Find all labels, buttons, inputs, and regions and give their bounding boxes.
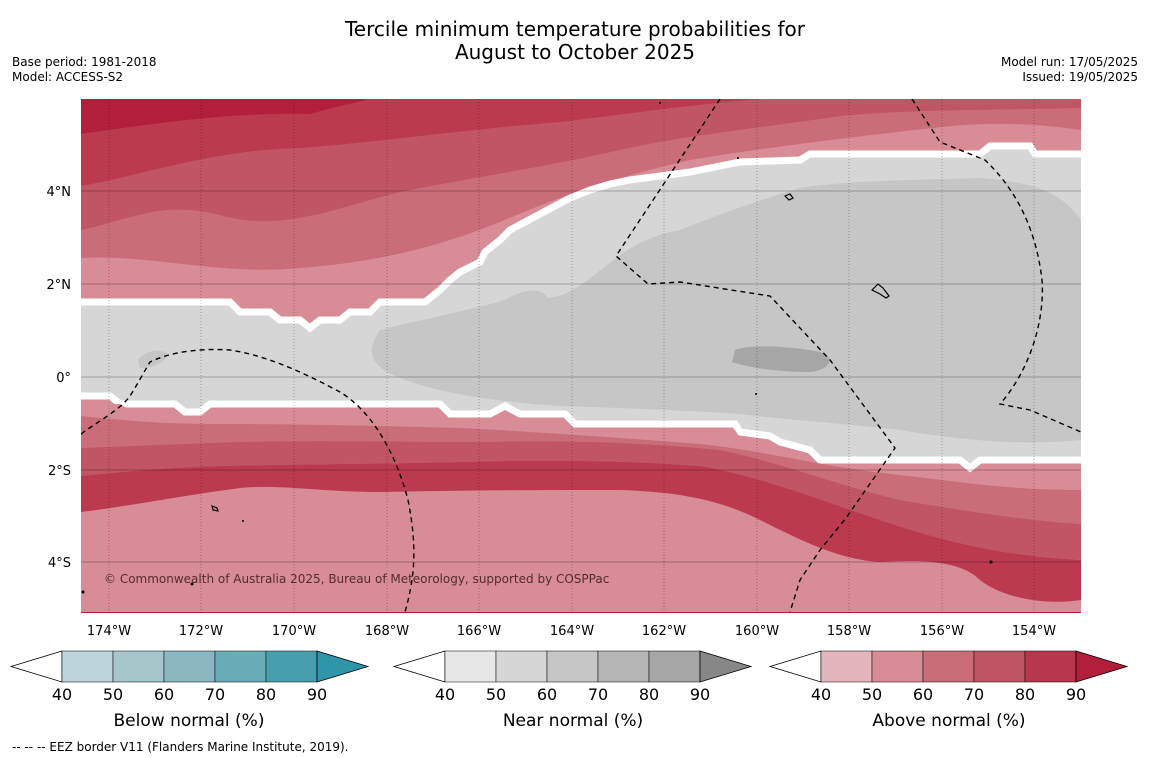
below-tick-label: 80 xyxy=(256,685,276,704)
lat-label-2s: 2°S xyxy=(48,464,71,479)
near-normal-70-patch xyxy=(732,346,830,372)
above-tick-label: 60 xyxy=(913,685,933,704)
near-tick-label: 90 xyxy=(690,685,710,704)
graticule xyxy=(81,190,1081,563)
lat-label-0: 0° xyxy=(56,371,71,386)
below-swatch-50 xyxy=(112,650,165,683)
issued-date: Issued: 19/05/2025 xyxy=(1022,70,1138,84)
lat-label-4s: 4°S xyxy=(48,556,71,571)
near-swatch-70 xyxy=(597,650,650,683)
below-tick-label: 90 xyxy=(307,685,327,704)
lat-label-4n: 4°N xyxy=(47,185,72,200)
below-max-arrow xyxy=(316,650,370,683)
lon-label-170w: 170°W xyxy=(272,624,316,639)
south-above-60-band xyxy=(81,416,1081,524)
near-normal-colorbar: 40 50 60 70 80 90 xyxy=(392,650,753,704)
lon-label-160w: 160°W xyxy=(735,624,779,639)
lon-label-168w: 168°W xyxy=(365,624,409,639)
above-swatch-70 xyxy=(973,650,1026,683)
above-tick-label: 40 xyxy=(811,685,831,704)
above-swatch-50 xyxy=(871,650,924,683)
above-tick-label: 90 xyxy=(1066,685,1086,704)
below-tick-label: 50 xyxy=(103,685,123,704)
near-normal-label: Near normal (%) xyxy=(503,711,643,731)
model-name: Model: ACCESS-S2 xyxy=(12,70,124,84)
eez-footnote: -- -- -- EEZ border V11 (Flanders Marine… xyxy=(12,740,349,754)
below-normal-colorbar: 40 50 60 70 80 90 xyxy=(9,650,370,704)
below-normal-label: Below normal (%) xyxy=(114,711,265,731)
run-info: Model run: 17/05/2025 Issued: 19/05/2025 xyxy=(1001,55,1138,85)
lat-axis-labels: 4°N 2°N 0° 2°S 4°S xyxy=(47,185,72,571)
south-above-80-band xyxy=(81,460,1081,602)
below-swatch-40 xyxy=(61,650,114,683)
above-min-arrow xyxy=(768,650,822,683)
lon-label-166w: 166°W xyxy=(457,624,501,639)
lon-label-174w: 174°W xyxy=(87,624,131,639)
near-swatch-40 xyxy=(444,650,497,683)
below-swatch-80 xyxy=(265,650,318,683)
above-tick-label: 80 xyxy=(1015,685,1035,704)
below-min-arrow xyxy=(9,650,63,683)
near-normal-60-region xyxy=(371,178,1081,443)
above-tick-label: 50 xyxy=(862,685,882,704)
title-line-1: Tercile minimum temperature probabilitie… xyxy=(344,17,806,41)
below-swatch-70 xyxy=(214,650,267,683)
above-normal-colorbar: 40 50 60 70 80 90 xyxy=(768,650,1129,704)
below-tick-label: 60 xyxy=(154,685,174,704)
above-tick-label: 70 xyxy=(964,685,984,704)
lon-label-156w: 156°W xyxy=(920,624,964,639)
south-above-50-strip xyxy=(81,404,1081,490)
above-swatch-80 xyxy=(1024,650,1077,683)
islands xyxy=(211,193,890,512)
near-normal-60-blob xyxy=(138,350,168,368)
above-max-arrow xyxy=(1075,650,1129,683)
below-tick-label: 40 xyxy=(52,685,72,704)
near-tick-label: 60 xyxy=(537,685,557,704)
eez-borders xyxy=(81,99,1081,613)
lon-label-158w: 158°W xyxy=(827,624,871,639)
near-tick-label: 50 xyxy=(486,685,506,704)
below-tick-label: 70 xyxy=(205,685,225,704)
probability-field: © Commonwealth of Australia 2025, Bureau… xyxy=(81,99,1081,613)
lon-label-162w: 162°W xyxy=(642,624,686,639)
near-max-arrow xyxy=(699,650,753,683)
base-period: Base period: 1981-2018 xyxy=(12,55,157,69)
near-swatch-50 xyxy=(495,650,548,683)
south-above-70-band xyxy=(81,441,1081,560)
model-run-date: Model run: 17/05/2025 xyxy=(1000,55,1138,69)
title-line-2: August to October 2025 xyxy=(454,40,696,64)
near-tick-label: 80 xyxy=(639,685,659,704)
near-swatch-60 xyxy=(546,650,599,683)
below-swatch-60 xyxy=(163,650,216,683)
near-min-arrow xyxy=(392,650,446,683)
lon-axis-labels: 174°W 172°W 170°W 168°W 166°W 164°W 162°… xyxy=(87,624,1056,639)
above-swatch-40 xyxy=(820,650,873,683)
lon-label-164w: 164°W xyxy=(550,624,594,639)
near-tick-label: 70 xyxy=(588,685,608,704)
island-dots xyxy=(81,102,993,594)
lon-label-172w: 172°W xyxy=(179,624,223,639)
lon-label-154w: 154°W xyxy=(1012,624,1056,639)
above-normal-label: Above normal (%) xyxy=(872,711,1025,731)
above-swatch-60 xyxy=(922,650,975,683)
map-title: Tercile minimum temperature probabilitie… xyxy=(0,18,1150,64)
near-tick-label: 40 xyxy=(435,685,455,704)
model-info: Base period: 1981-2018 Model: ACCESS-S2 xyxy=(12,55,157,85)
lat-label-2n: 2°N xyxy=(47,278,72,293)
near-swatch-80 xyxy=(648,650,701,683)
copyright-notice: © Commonwealth of Australia 2025, Bureau… xyxy=(104,572,609,586)
